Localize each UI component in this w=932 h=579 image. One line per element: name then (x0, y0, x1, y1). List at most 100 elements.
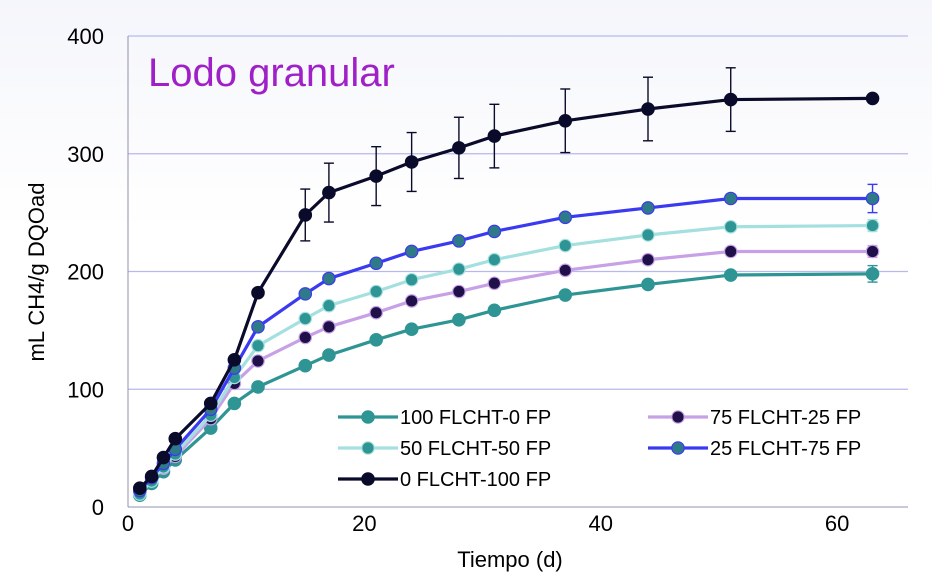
data-point (452, 141, 466, 155)
data-point (404, 244, 419, 259)
data-point (298, 311, 313, 326)
data-point (452, 312, 466, 327)
series-line (138, 96, 873, 490)
legend-item: 50 FLCHT-50 FP (338, 438, 551, 460)
data-point (227, 396, 242, 411)
data-point (723, 244, 738, 259)
data-point (298, 287, 313, 301)
y-tick-label: 100 (67, 377, 104, 402)
x-tick-label: 60 (825, 511, 849, 536)
y-tick-label: 400 (67, 24, 104, 49)
data-point (487, 129, 502, 143)
legend-label: 25 FLCHT-75 FP (710, 438, 861, 460)
data-point (558, 113, 573, 128)
data-point (641, 102, 655, 116)
series-layer (133, 67, 880, 503)
data-point (404, 272, 419, 287)
data-point (369, 305, 383, 320)
data-point (723, 268, 738, 282)
data-point (865, 191, 880, 206)
axes (127, 36, 908, 508)
data-point (487, 252, 502, 267)
data-point (227, 353, 242, 367)
data-point (322, 185, 336, 200)
data-point (251, 285, 265, 300)
data-point (322, 320, 336, 334)
data-point (865, 218, 880, 233)
data-point (322, 298, 336, 313)
y-tick-label: 0 (92, 495, 104, 520)
data-point (369, 256, 383, 271)
grid-lines (128, 35, 908, 390)
data-point (369, 332, 383, 347)
data-point (251, 354, 265, 368)
data-point (558, 263, 573, 278)
series-4 (133, 67, 880, 495)
data-point (865, 244, 880, 259)
data-point (298, 208, 313, 222)
tick-labels: 0 100 200 300 400 0 20 40 60 (67, 24, 849, 536)
legend-label: 50 FLCHT-50 FP (400, 438, 551, 460)
data-point (487, 303, 502, 318)
data-point (723, 191, 738, 206)
legend-swatch-marker (361, 472, 375, 486)
data-point (404, 322, 419, 336)
data-point (865, 267, 880, 281)
series-0 (133, 264, 880, 503)
legend-swatch-marker (361, 410, 375, 424)
data-point (322, 348, 336, 362)
data-point (298, 358, 313, 373)
x-tick-label: 20 (352, 511, 376, 536)
legend-label: 0 FLCHT-100 FP (400, 469, 551, 491)
data-point (251, 338, 265, 353)
legend-item: 25 FLCHT-75 FP (648, 438, 861, 460)
data-point (203, 396, 218, 411)
data-point (322, 271, 336, 286)
data-point (558, 288, 573, 302)
legend-swatch-marker (671, 441, 685, 455)
legend-item: 75 FLCHT-25 FP (648, 407, 861, 429)
data-point (133, 481, 147, 495)
legend-label: 75 FLCHT-25 FP (710, 407, 861, 429)
legend-item: 0 FLCHT-100 FP (338, 469, 551, 491)
legend-item: 100 FLCHT-0 FP (338, 407, 551, 429)
data-point (369, 169, 383, 183)
y-axis-label: mL CH4/g DQOad (24, 183, 49, 362)
data-point (251, 320, 265, 334)
data-point (452, 262, 466, 276)
data-point (723, 92, 738, 107)
y-tick-label: 300 (67, 142, 104, 167)
data-point (558, 238, 573, 253)
data-point (641, 201, 655, 215)
data-point (404, 155, 419, 169)
data-point (558, 210, 573, 225)
legend-swatch-marker (361, 441, 375, 455)
data-point (144, 469, 159, 484)
data-point (487, 276, 502, 291)
data-point (298, 330, 313, 345)
data-point (641, 228, 655, 242)
data-point (865, 91, 880, 106)
data-point (723, 219, 738, 234)
data-point (404, 294, 419, 308)
legend: 100 FLCHT-0 FP 75 FLCHT-25 FP 50 FLCHT-50 … (338, 407, 861, 491)
data-point (251, 380, 265, 394)
x-tick-label: 40 (588, 511, 612, 536)
x-tick-label: 0 (122, 511, 134, 536)
data-point (156, 450, 171, 465)
legend-swatch-marker (671, 410, 685, 424)
chart-title: Lodo granular (148, 51, 395, 95)
data-point (452, 234, 466, 248)
data-point (487, 224, 502, 239)
y-tick-label: 200 (67, 260, 104, 285)
data-point (168, 431, 183, 446)
data-point (369, 284, 383, 299)
x-axis-label: Tiempo (d) (457, 547, 563, 572)
data-point (452, 284, 466, 299)
data-point (641, 252, 655, 267)
data-point (641, 277, 655, 292)
series-1 (133, 244, 880, 500)
legend-label: 100 FLCHT-0 FP (400, 407, 551, 429)
